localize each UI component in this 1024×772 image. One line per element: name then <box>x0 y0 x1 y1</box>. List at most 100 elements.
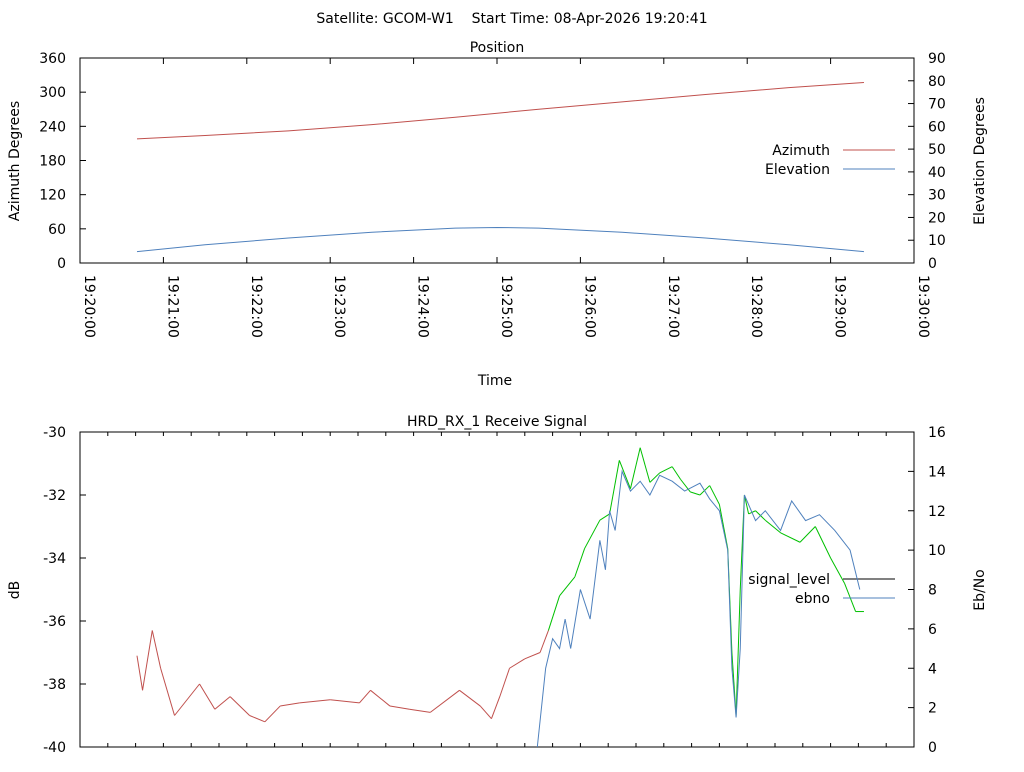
series-signal_level-segment <box>671 466 681 480</box>
y-tick-label: 180 <box>39 154 66 170</box>
y2-tick-label: 10 <box>928 543 946 559</box>
figure-title: Satellite: GCOM-W1 Start Time: 08-Apr-20… <box>316 11 707 27</box>
series-signal_level-segment <box>618 460 631 489</box>
series-signal_level-segment <box>280 702 300 707</box>
y2-tick-label: 60 <box>928 119 946 135</box>
series-signal_level-segment <box>370 689 391 707</box>
series-signal_level-segment <box>264 705 281 723</box>
series-signal_level-segment <box>249 715 266 723</box>
legend-label-Azimuth: Azimuth <box>772 143 830 159</box>
series-signal_level-segment <box>743 494 750 515</box>
series-signal_level-segment <box>299 699 331 704</box>
y-tick-label: 0 <box>57 256 66 272</box>
series-signal_level-segment <box>330 699 360 704</box>
x-tick-label: 19:23:00 <box>331 275 347 338</box>
series-signal_level-segment <box>599 513 610 521</box>
y2-tick-label: 70 <box>928 97 946 113</box>
position-ylabel: Azimuth Degrees <box>7 101 23 221</box>
x-tick-label: 19:26:00 <box>581 275 597 338</box>
y-tick-label: -36 <box>43 614 66 630</box>
series-signal_level-segment <box>584 519 601 549</box>
y-tick-label: 360 <box>39 51 66 67</box>
legend-label-ebno: ebno <box>795 591 830 607</box>
series-signal_level-segment <box>659 466 673 474</box>
series-signal_level-segment <box>409 708 431 713</box>
series-signal_level-segment <box>559 576 576 597</box>
position-title: Position <box>470 40 525 56</box>
x-tick-label: 19:22:00 <box>248 275 264 338</box>
series-signal_level-segment <box>639 447 651 483</box>
y2-tick-label: 10 <box>928 233 946 249</box>
series-signal_level-segment <box>229 696 250 716</box>
series-signal_level-segment <box>524 652 541 660</box>
signal-plot: -40 -38 -36 -34 -32 -30 0 2 4 6 8 10 12 14 16 signal_le… <box>43 425 946 756</box>
position-y2label: Elevation Degrees <box>972 97 988 225</box>
series-signal_level-segment <box>151 630 162 669</box>
y2-tick-label: 40 <box>928 165 946 181</box>
y2-tick-label: 4 <box>928 661 937 677</box>
series-signal_level-segment <box>764 519 781 534</box>
series-signal_level-segment <box>199 683 216 710</box>
series-signal_level-segment <box>142 630 153 691</box>
series-signal_level-segment <box>429 689 460 713</box>
y-tick-label: -34 <box>43 551 66 567</box>
legend-label-Elevation: Elevation <box>765 162 830 178</box>
series-Azimuth-line <box>136 81 864 140</box>
series-signal_level-segment <box>547 595 561 631</box>
y2-tick-label: 30 <box>928 188 946 204</box>
x-tick-label: 19:27:00 <box>665 275 681 338</box>
y-tick-label: 120 <box>39 188 66 204</box>
series-signal_level-segment <box>844 583 857 612</box>
series-signal_level-segment <box>690 491 701 496</box>
series-signal_level-segment <box>174 683 200 716</box>
y2-tick-label: 8 <box>928 583 937 599</box>
series-Elevation-line <box>136 226 865 253</box>
x-tick-label: 19:25:00 <box>498 275 514 338</box>
series-signal_level-segment <box>214 696 231 710</box>
y-tick-label: 300 <box>39 85 66 101</box>
y-tick-label: -38 <box>43 677 66 693</box>
y2-tick-label: 90 <box>928 51 946 67</box>
series-signal_level-segment <box>479 705 492 719</box>
y2-tick-label: 0 <box>928 740 937 756</box>
signal-title: HRD_RX_1 Receive Signal <box>407 414 587 430</box>
x-tick-label: 19:29:00 <box>832 275 848 338</box>
y2-tick-label: 14 <box>928 464 946 480</box>
y2-tick-label: 0 <box>928 256 937 272</box>
y-tick-label: 240 <box>39 119 66 135</box>
series-signal_level-segment <box>649 472 660 483</box>
y-tick-label: 60 <box>48 222 66 238</box>
series-signal_level-segment <box>780 532 801 543</box>
series-signal_level-segment <box>160 668 175 716</box>
series-signal_level-segment <box>389 705 410 710</box>
y2-tick-label: 12 <box>928 504 946 520</box>
position-plot: 0 60 120 180 240 300 360 0 10 20 30 40 50 60 70 80 90 19:… <box>39 51 946 338</box>
series-signal_level-segment <box>539 630 549 653</box>
series-signal_level-segment <box>814 526 832 559</box>
series-ebno-line <box>536 469 861 748</box>
series-signal_level-segment <box>709 485 720 505</box>
y-tick-label: -32 <box>43 488 66 504</box>
series-signal_level-segment <box>509 658 526 669</box>
series-signal_level-segment <box>490 696 501 719</box>
x-tick-label: 19:28:00 <box>748 275 764 338</box>
signal-y2label: Eb/No <box>972 569 988 611</box>
legend-label-signal_level: signal_level <box>748 572 830 588</box>
signal-ylabel: dB <box>7 581 23 600</box>
x-tick-label: 19:24:00 <box>415 275 431 338</box>
x-tick-label: 19:21:00 <box>164 275 180 338</box>
y2-tick-label: 2 <box>928 701 937 717</box>
y2-tick-label: 6 <box>928 622 937 638</box>
y2-tick-label: 80 <box>928 74 946 90</box>
series-signal_level-segment <box>830 557 845 584</box>
plot-frame <box>79 57 915 264</box>
series-signal_level-segment <box>799 526 816 543</box>
y-tick-label: -30 <box>43 425 66 441</box>
x-tick-label: 19:20:00 <box>81 275 97 338</box>
series-signal_level-segment <box>629 447 641 489</box>
position-xlabel: Time <box>477 373 512 389</box>
y2-tick-label: 16 <box>928 425 946 441</box>
plot-frame <box>79 431 915 748</box>
series-signal_level-segment <box>459 689 481 707</box>
series-signal_level-segment <box>574 548 586 578</box>
